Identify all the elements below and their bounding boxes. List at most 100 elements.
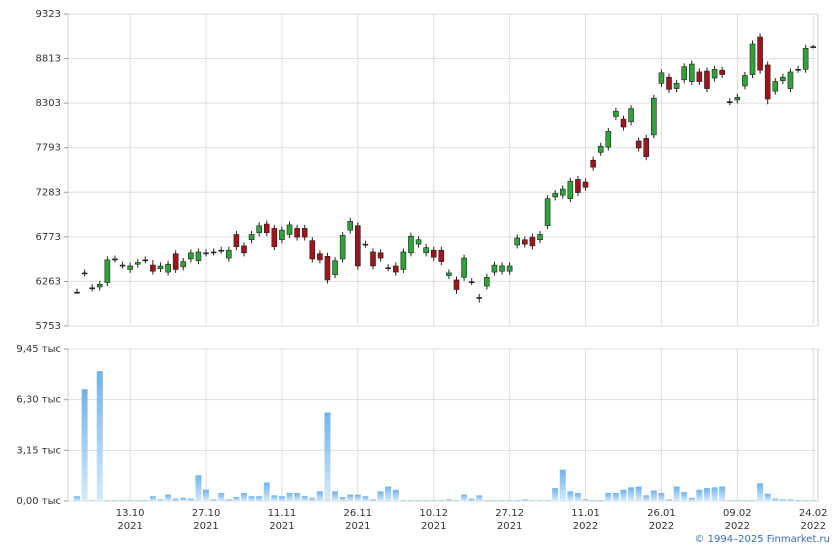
volume-bar (605, 492, 612, 501)
volume-bar (552, 488, 559, 501)
volume-bar (377, 491, 384, 501)
candle-body (666, 76, 672, 90)
x-tick-label: 2021 (345, 521, 370, 532)
volume-bar (187, 498, 194, 501)
candle-body (764, 64, 771, 100)
volume-bar (203, 489, 210, 501)
candle-body (552, 193, 558, 198)
volume-bar (423, 500, 430, 501)
volume-bar (157, 499, 164, 501)
volume-bar (658, 492, 665, 501)
candle-body (438, 249, 445, 262)
candle-body (802, 48, 809, 70)
candle-body (294, 228, 300, 238)
candle-body (620, 118, 627, 128)
y-tick-label: 6263 (36, 276, 61, 287)
volume-bar (711, 487, 718, 501)
candle-body (248, 234, 255, 241)
candle-body (423, 247, 429, 254)
volume-bar (89, 500, 96, 501)
candle-body (742, 75, 748, 87)
x-tick-label: 2021 (497, 521, 522, 532)
volume-bar (696, 489, 703, 501)
candle-body (461, 257, 467, 278)
candle-body (157, 265, 164, 269)
volume-bar (476, 495, 483, 501)
candle-body (256, 225, 262, 234)
x-tick-label: 2021 (117, 521, 142, 532)
x-tick-label: 11.01 (571, 508, 600, 519)
candle-body (317, 253, 323, 261)
candle-body (347, 221, 354, 231)
y-tick-label: 8303 (36, 98, 61, 109)
candle-body (704, 70, 710, 89)
candle-body (400, 251, 407, 270)
candle-body (567, 180, 574, 199)
volume-bar (309, 497, 316, 501)
candle-body (377, 252, 384, 259)
candle-body (522, 239, 528, 245)
candle-body (795, 69, 801, 71)
candle-body (628, 108, 634, 123)
candle-body (559, 188, 566, 196)
candle-body (385, 267, 391, 270)
volume-bar (142, 500, 149, 501)
candle-body (81, 272, 88, 275)
y-tick-label: 9,45 тыс (16, 344, 61, 355)
volume-bar (256, 496, 263, 501)
candle-body (453, 279, 460, 290)
volume-bar (468, 498, 475, 501)
candle-body (408, 235, 414, 254)
volume-bar (354, 494, 361, 501)
volume-bar (96, 371, 103, 501)
volume-bar (294, 492, 301, 501)
candle-body (726, 101, 733, 103)
volume-bar (536, 500, 543, 501)
volume-bar (316, 491, 323, 501)
volume-bar (757, 483, 764, 501)
volume-bar (795, 500, 802, 501)
volume-bar (430, 500, 437, 501)
candle-body (772, 81, 779, 92)
candle-body (112, 258, 118, 261)
candle-body (96, 284, 103, 288)
candle-body (605, 131, 612, 148)
x-tick-label: 11.11 (268, 508, 297, 519)
volume-bar (749, 500, 756, 501)
volume-bar (567, 491, 574, 501)
volume-bar (218, 492, 225, 501)
candle-body (651, 97, 657, 136)
volume-bar (445, 499, 452, 501)
candle-body (89, 287, 95, 290)
volume-bar (514, 500, 521, 501)
x-tick-label: 24.02 (799, 508, 828, 519)
candle-body (597, 145, 604, 153)
volume-bar (628, 487, 635, 501)
y-tick-label: 7283 (36, 187, 61, 198)
volume-bar (332, 491, 339, 501)
volume-panel (67, 348, 819, 502)
volume-bar (165, 494, 172, 501)
candle-body (476, 297, 483, 299)
volume-bar (438, 500, 445, 501)
candle-body (127, 265, 133, 270)
candle-body (749, 43, 756, 75)
volume-bar (483, 500, 490, 501)
candle-body (468, 281, 475, 283)
volume-bar (673, 486, 680, 501)
y-tick-label: 8813 (36, 54, 61, 65)
y-tick-label: 6,30 тыс (16, 395, 61, 406)
volume-bar (278, 496, 285, 501)
volume-bar (703, 488, 710, 501)
price-panel (67, 13, 819, 327)
candle-body (203, 252, 209, 255)
volume-bar (491, 500, 498, 501)
volume-bar (286, 492, 293, 501)
candle-body (339, 235, 346, 260)
volume-bar (681, 492, 688, 501)
x-tick-label: 2021 (421, 521, 446, 532)
volume-bar (787, 499, 794, 501)
candle-body (673, 83, 680, 89)
candle-body (309, 240, 316, 260)
